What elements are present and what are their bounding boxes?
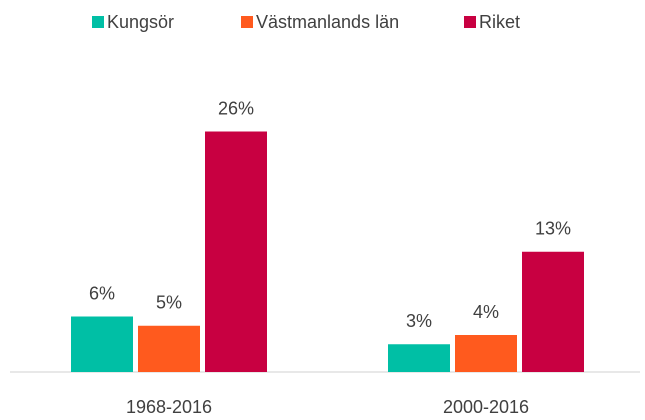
legend-swatch [464,16,476,28]
legend-swatch [241,16,253,28]
value-label: 13% [535,219,571,239]
value-label: 26% [218,98,254,118]
bar [388,344,450,372]
value-label: 6% [89,283,115,303]
value-label: 3% [406,311,432,331]
value-label: 4% [473,302,499,322]
legend-label: Riket [479,12,520,32]
legend-label: Västmanlands län [256,12,399,32]
bar [71,316,133,372]
legend-swatch [92,16,104,28]
bar [455,335,517,372]
bar [138,325,200,372]
bar [522,251,584,372]
x-tick-label: 1968-2016 [126,397,212,417]
bar [205,131,267,372]
x-tick-label: 2000-2016 [443,397,529,417]
legend-label: Kungsör [107,12,174,32]
value-label: 5% [156,293,182,313]
